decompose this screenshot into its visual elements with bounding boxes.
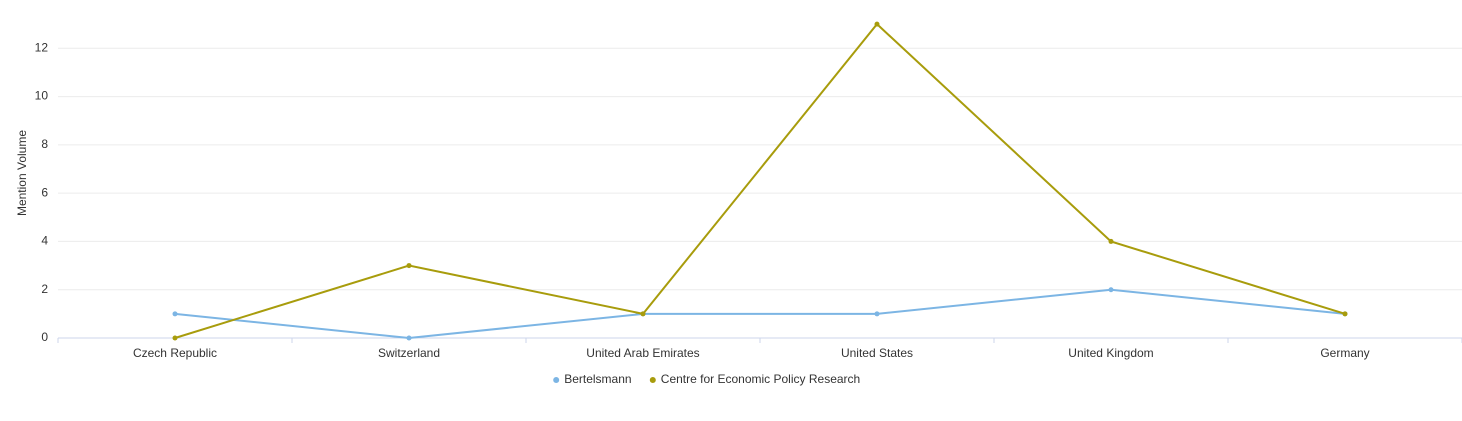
point — [874, 21, 880, 27]
point — [406, 335, 412, 341]
x-tick-label: Switzerland — [378, 346, 440, 360]
y-tick-label: 4 — [41, 234, 48, 248]
point — [406, 263, 412, 269]
x-tick-label: Czech Republic — [133, 346, 217, 360]
legend-label[interactable]: Centre for Economic Policy Research — [661, 372, 860, 386]
legend-marker — [649, 377, 656, 383]
y-axis-label: Mention Volume — [15, 130, 29, 216]
y-tick-label: 2 — [41, 282, 48, 296]
series-line — [174, 288, 1346, 340]
x-tick-label: United Arab Emirates — [586, 346, 699, 360]
point — [640, 311, 646, 317]
y-tick-label: 8 — [41, 137, 48, 151]
x-tick-label: Germany — [1320, 346, 1369, 360]
x-tick-label: United States — [841, 346, 913, 360]
point — [874, 311, 880, 317]
legend-marker — [553, 377, 560, 383]
point — [1108, 287, 1114, 293]
point — [172, 311, 178, 317]
y-tick-label: 6 — [41, 185, 48, 199]
point — [1108, 238, 1114, 244]
point — [172, 335, 178, 341]
y-tick-label: 12 — [35, 40, 49, 54]
y-tick-label: 0 — [41, 330, 48, 344]
series-line — [174, 22, 1346, 339]
y-tick-label: 10 — [35, 89, 49, 103]
point — [1342, 311, 1348, 317]
legend-label[interactable]: Bertelsmann — [564, 372, 631, 386]
x-tick-label: United Kingdom — [1068, 346, 1153, 360]
